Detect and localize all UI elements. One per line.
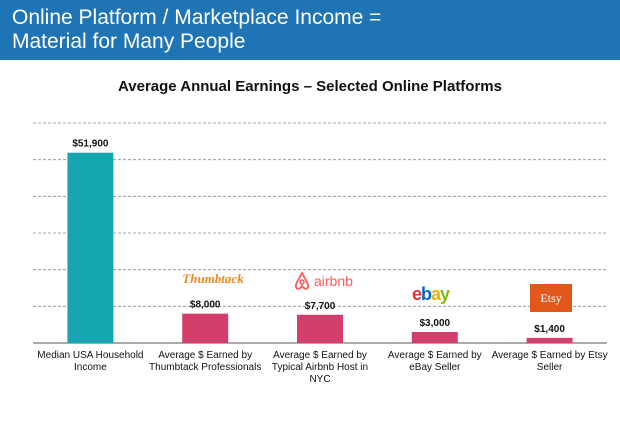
data-label-0: $51,900 bbox=[72, 139, 109, 150]
airbnb-logo: airbnb bbox=[292, 271, 364, 293]
category-label-4: Average $ Earned by Etsy Seller bbox=[491, 350, 608, 373]
bar-4 bbox=[526, 337, 573, 343]
etsy-logo: Etsy bbox=[530, 284, 572, 312]
data-label-2: $7,700 bbox=[305, 301, 336, 312]
bar-1 bbox=[182, 313, 229, 343]
chart-title: Average Annual Earnings – Selected Onlin… bbox=[117, 78, 502, 95]
bar-2 bbox=[297, 314, 343, 343]
slide-title-line-2: Material for Many People bbox=[12, 30, 246, 53]
slide-title-line-1: Online Platform / Marketplace Income = bbox=[12, 6, 382, 29]
slide-header: Online Platform / Marketplace Income = M… bbox=[0, 0, 620, 60]
data-label-1: $8,000 bbox=[190, 300, 221, 311]
airbnb-icon bbox=[294, 271, 310, 290]
category-label-2: Average $ Earned by Typical Airbnb Host … bbox=[271, 350, 369, 385]
thumbtack-logo: Thumbtack bbox=[182, 271, 244, 286]
data-label-3: $3,000 bbox=[420, 318, 451, 329]
category-label-3: Average $ Earned by eBay Seller bbox=[387, 350, 482, 373]
category-label-1: Average $ Earned by Thumbtack Profession… bbox=[149, 350, 262, 373]
category-label-0: Median USA Household Income bbox=[37, 350, 144, 373]
data-label-4: $1,400 bbox=[534, 324, 565, 335]
ebay-logo: ebay bbox=[412, 284, 450, 304]
bar-0 bbox=[67, 152, 114, 343]
bar-3 bbox=[411, 332, 458, 343]
